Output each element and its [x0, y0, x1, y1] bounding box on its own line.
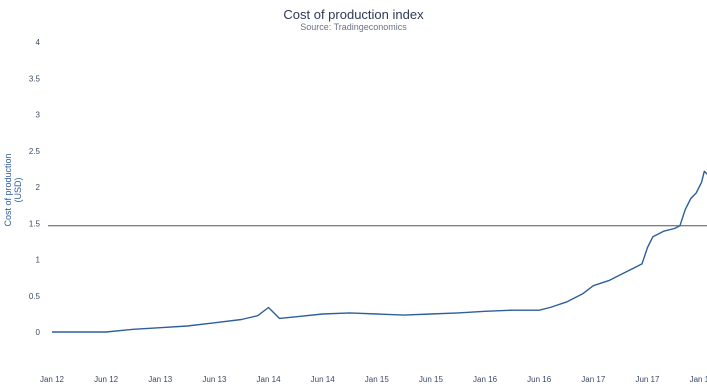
- x-tick-label: Jan 16: [473, 375, 498, 384]
- y-tick-label: 4: [36, 38, 41, 47]
- x-tick-label: Jan 17: [581, 375, 606, 384]
- x-tick-label: Jan 13: [148, 375, 173, 384]
- chart-title: Cost of production index: [283, 7, 424, 22]
- x-tick-label: Jun 16: [527, 375, 552, 384]
- x-tick-label: Jan 14: [257, 375, 282, 384]
- x-tick-label: Jun 12: [94, 375, 119, 384]
- y-tick-label: 0.5: [29, 292, 41, 301]
- series-line: [52, 170, 707, 333]
- x-tick-label: Jun 13: [202, 375, 227, 384]
- y-tick-label: 3.5: [29, 74, 41, 83]
- x-tick-label: Jan 15: [365, 375, 390, 384]
- y-tick-label: 2.5: [29, 147, 41, 156]
- x-tick-label: Jan 18: [690, 375, 707, 384]
- y-tick-label: 3: [36, 111, 41, 120]
- x-tick-label: Jun 17: [635, 375, 660, 384]
- x-tick-label: Jun 15: [419, 375, 444, 384]
- x-tick-label: Jan 12: [40, 375, 65, 384]
- y-tick-label: 1: [36, 256, 41, 265]
- y-tick-label: 2: [36, 183, 41, 192]
- chart-subtitle: Source: Tradingeconomics: [300, 22, 407, 32]
- y-tick-label: 1.5: [29, 219, 41, 228]
- x-tick-label: Jun 14: [311, 375, 336, 384]
- y-tick-label: 0: [36, 328, 41, 337]
